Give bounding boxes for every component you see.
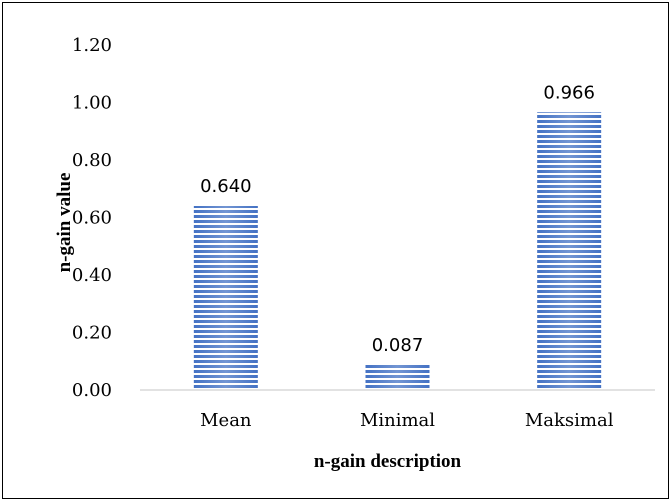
y-tick-label: 0.20	[72, 323, 112, 344]
y-tick-label: 1.20	[72, 35, 112, 56]
y-axis-title: n-gain value	[54, 173, 75, 273]
y-axis: 0.00 0.20 0.40 0.60 0.80 1.00 1.20	[72, 35, 112, 401]
data-label: 0.087	[372, 335, 424, 356]
data-label: 0.966	[543, 82, 595, 103]
y-tick-label: 1.00	[72, 93, 112, 114]
x-tick-label: Mean	[200, 410, 252, 431]
x-axis-title: n-gain description	[314, 451, 462, 472]
y-tick-label: 0.00	[72, 380, 112, 401]
y-tick-label: 0.40	[72, 265, 112, 286]
bars: 0.640 0.087 0.966	[193, 82, 602, 391]
bar-shade	[193, 206, 258, 390]
y-tick-label: 0.60	[72, 208, 112, 229]
x-tick-label: Maksimal	[525, 410, 614, 431]
data-label: 0.640	[200, 176, 252, 197]
x-tick-label: Minimal	[360, 410, 435, 431]
bar-shade	[365, 364, 430, 390]
bar-shade	[537, 112, 602, 391]
x-axis: Mean Minimal Maksimal	[200, 410, 614, 431]
y-tick-label: 0.80	[72, 150, 112, 171]
